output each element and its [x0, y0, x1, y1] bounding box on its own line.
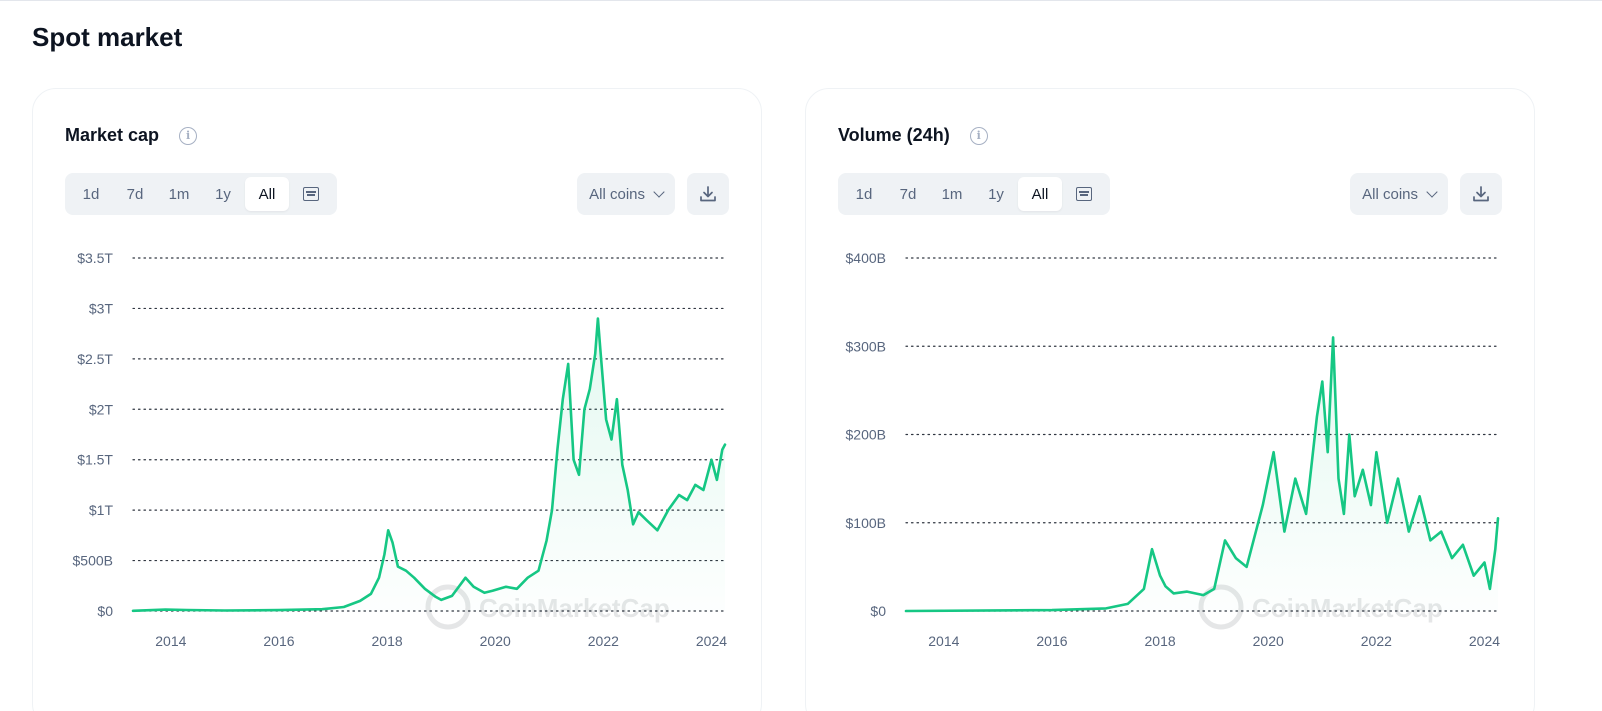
series-line	[131, 317, 727, 613]
y-tick-label: $500B	[73, 553, 113, 569]
x-tick-label: 2020	[1253, 633, 1284, 649]
x-tick-label: 2016	[1036, 633, 1067, 649]
card-title: Volume (24h) i	[838, 125, 988, 146]
y-tick-label: $0	[97, 603, 113, 619]
market-cap-card: Market cap i 1d 7d 1m 1y All All coins $…	[32, 88, 762, 711]
calendar-icon	[303, 187, 319, 201]
range-1d-button[interactable]: 1d	[855, 185, 873, 203]
range-1d-button[interactable]: 1d	[82, 185, 100, 203]
y-tick-label: $300B	[846, 338, 886, 354]
info-icon[interactable]: i	[179, 126, 198, 145]
x-tick-label: 2024	[696, 633, 727, 649]
range-7d-button[interactable]: 7d	[126, 185, 144, 203]
x-tick-label: 2020	[480, 633, 511, 649]
download-icon	[700, 186, 716, 202]
series-line	[904, 336, 1500, 613]
coins-dropdown-label: All coins	[589, 185, 645, 203]
range-1m-button[interactable]: 1m	[941, 185, 963, 203]
y-tick-label: $1T	[89, 502, 114, 518]
y-tick-label: $200B	[846, 427, 886, 443]
range-all-button[interactable]: All	[1018, 177, 1062, 211]
x-tick-label: 2022	[588, 633, 619, 649]
coins-dropdown[interactable]: All coins	[1350, 173, 1448, 215]
card-title-text: Volume (24h)	[838, 125, 950, 145]
volume-chart: $0 $100B $200B $300B $400B 2014 2016 2018 2020 20…	[846, 250, 1501, 649]
x-tick-label: 2022	[1361, 633, 1392, 649]
series-area	[133, 318, 725, 611]
calendar-button[interactable]	[289, 177, 333, 211]
range-7d-button[interactable]: 7d	[899, 185, 917, 203]
range-1y-button[interactable]: 1y	[988, 185, 1004, 203]
range-1m-button[interactable]: 1m	[168, 185, 190, 203]
calendar-button[interactable]	[1062, 177, 1106, 211]
y-tick-label: $3.5T	[77, 250, 113, 266]
x-tick-label: 2014	[928, 633, 959, 649]
volume-card: Volume (24h) i 1d 7d 1m 1y All All coins…	[805, 88, 1535, 711]
x-tick-label: 2018	[1145, 633, 1176, 649]
download-icon	[1473, 186, 1489, 202]
market-cap-chart: $0 $500B $1T $1.5T $2T $2.5T $3T $3.5T 2014 2016 2…	[73, 250, 728, 649]
y-tick-label: $1.5T	[77, 452, 113, 468]
range-all-button[interactable]: All	[245, 177, 289, 211]
section-title: Spot market	[32, 22, 183, 52]
coins-dropdown-label: All coins	[1362, 185, 1418, 203]
chevron-down-icon	[653, 186, 665, 198]
card-title: Market cap i	[65, 125, 198, 146]
x-tick-label: 2014	[155, 633, 186, 649]
y-tick-label: $2T	[89, 401, 114, 417]
x-tick-label: 2018	[372, 633, 403, 649]
x-tick-label: 2024	[1469, 633, 1500, 649]
time-range-selector: 1d 7d 1m 1y All	[838, 173, 1110, 215]
series-area	[906, 337, 1498, 611]
y-tick-label: $2.5T	[77, 351, 113, 367]
calendar-icon	[1076, 187, 1092, 201]
download-button[interactable]	[1460, 173, 1502, 215]
time-range-selector: 1d 7d 1m 1y All	[65, 173, 337, 215]
y-tick-label: $0	[870, 603, 886, 619]
card-title-text: Market cap	[65, 125, 160, 145]
x-tick-label: 2016	[263, 633, 294, 649]
download-button[interactable]	[687, 173, 729, 215]
range-1y-button[interactable]: 1y	[215, 185, 231, 203]
top-divider	[0, 0, 1602, 1]
info-icon[interactable]: i	[969, 126, 988, 145]
chevron-down-icon	[1426, 186, 1438, 198]
y-tick-label: $3T	[89, 300, 114, 316]
y-tick-label: $400B	[846, 250, 886, 266]
y-tick-label: $100B	[846, 515, 886, 531]
coins-dropdown[interactable]: All coins	[577, 173, 675, 215]
